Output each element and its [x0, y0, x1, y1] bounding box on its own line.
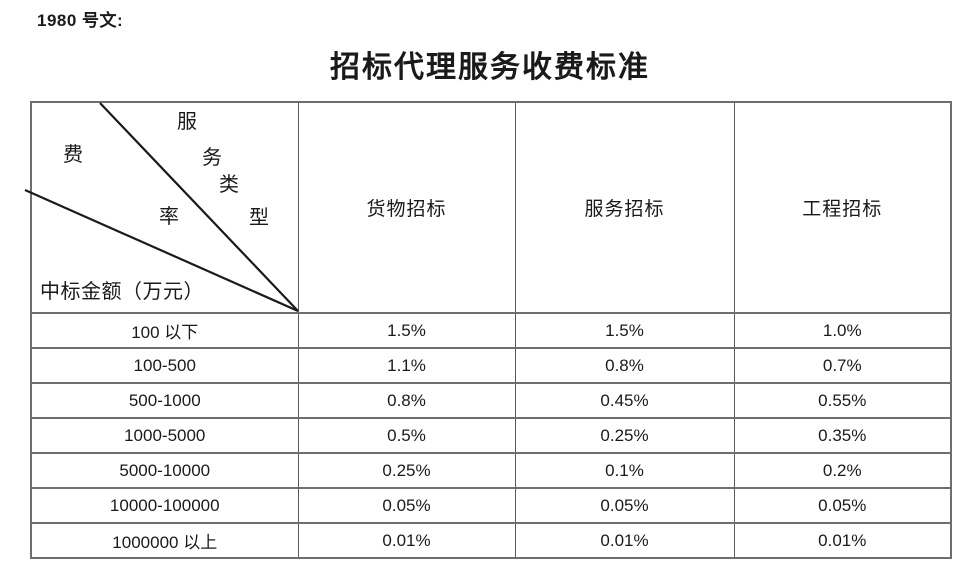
diagonal-corner-cell: 服 务 类 型 费 率 中标金额（万元） [24, 101, 299, 314]
rate-cell: 0.1% [514, 452, 735, 489]
table-row: 10000-100000 0.05% 0.05% 0.05% [30, 487, 952, 524]
rate-cell: 0.05% [514, 487, 735, 524]
row-label: 100-500 [30, 347, 299, 384]
column-header-engineering: 工程招标 [733, 101, 952, 314]
row-label: 500-1000 [30, 382, 299, 419]
corner-service-type-char-4: 型 [249, 207, 269, 229]
rate-cell: 1.1% [297, 347, 516, 384]
rate-cell: 1.0% [733, 312, 952, 349]
corner-rate-char: 率 [159, 206, 179, 228]
corner-service-type-char-2: 务 [202, 147, 222, 169]
rate-cell: 1.5% [297, 312, 516, 349]
rate-cell: 0.05% [297, 487, 516, 524]
fee-standard-table: 服 务 类 型 费 率 中标金额（万元） 货物招标 服务招标 工程招标 100 … [24, 101, 952, 559]
rate-cell: 0.5% [297, 417, 516, 454]
row-label: 1000-5000 [30, 417, 299, 454]
corner-amount-axis-label: 中标金额（万元） [40, 281, 204, 303]
corner-fee-char: 费 [63, 144, 83, 166]
rate-cell: 0.2% [733, 452, 952, 489]
row-label: 1000000 以上 [30, 522, 299, 559]
rate-cell: 0.25% [514, 417, 735, 454]
table-row: 100-500 1.1% 0.8% 0.7% [30, 347, 952, 384]
rate-cell: 0.25% [297, 452, 516, 489]
doc-number-label: 1980 号文: [37, 11, 124, 30]
row-label: 100 以下 [30, 312, 299, 349]
rate-cell: 0.01% [514, 522, 735, 559]
column-header-services: 服务招标 [514, 101, 735, 314]
rate-cell: 0.55% [733, 382, 952, 419]
rate-cell: 0.05% [733, 487, 952, 524]
corner-service-type-char-1: 服 [177, 111, 197, 133]
rate-cell: 0.35% [733, 417, 952, 454]
rate-cell: 0.8% [297, 382, 516, 419]
rate-cell: 0.45% [514, 382, 735, 419]
table-row: 5000-10000 0.25% 0.1% 0.2% [30, 452, 952, 489]
table-row: 100 以下 1.5% 1.5% 1.0% [30, 312, 952, 349]
rate-cell: 0.7% [733, 347, 952, 384]
row-label: 5000-10000 [30, 452, 299, 489]
rate-cell: 0.01% [297, 522, 516, 559]
corner-service-type-char-3: 类 [219, 174, 239, 196]
table-row: 500-1000 0.8% 0.45% 0.55% [30, 382, 952, 419]
column-header-goods: 货物招标 [297, 101, 516, 314]
rate-cell: 0.01% [733, 522, 952, 559]
rate-cell: 1.5% [514, 312, 735, 349]
table-row: 1000000 以上 0.01% 0.01% 0.01% [30, 522, 952, 559]
table-header-row: 服 务 类 型 费 率 中标金额（万元） 货物招标 服务招标 工程招标 [24, 101, 952, 314]
table-row: 1000-5000 0.5% 0.25% 0.35% [30, 417, 952, 454]
rate-cell: 0.8% [514, 347, 735, 384]
page-title: 招标代理服务收费标准 [330, 51, 650, 84]
row-label: 10000-100000 [30, 487, 299, 524]
